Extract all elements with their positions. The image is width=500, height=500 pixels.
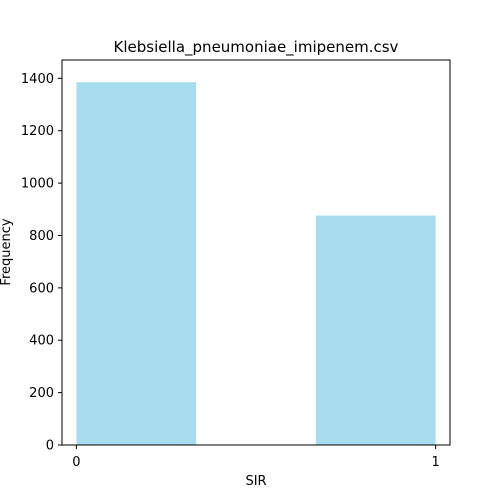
y-tick-label: 600	[29, 281, 54, 296]
y-tick-label: 0	[46, 439, 54, 454]
plot-frame	[61, 59, 451, 446]
y-tick-label: 800	[29, 229, 54, 244]
bar-sir-1	[315, 215, 436, 445]
bars-group	[76, 82, 436, 445]
y-tick-label: 200	[29, 386, 54, 401]
y-tick-label: 400	[29, 334, 54, 349]
y-axis-label: Frequency	[0, 218, 14, 285]
chart-title: Klebsiella_pneumoniae_imipenem.csv	[114, 38, 399, 57]
y-tick-label: 1000	[21, 177, 54, 192]
x-axis-label: SIR	[245, 474, 266, 489]
x-tick-label: 1	[431, 455, 439, 470]
bar-sir-0	[76, 82, 197, 445]
y-tick-label: 1400	[21, 72, 54, 87]
y-tick-label: 1200	[21, 124, 54, 139]
x-tick-label: 0	[72, 455, 80, 470]
y-axis-ticks: 0 200 400 600 800 1000 1200 1400	[21, 72, 62, 454]
